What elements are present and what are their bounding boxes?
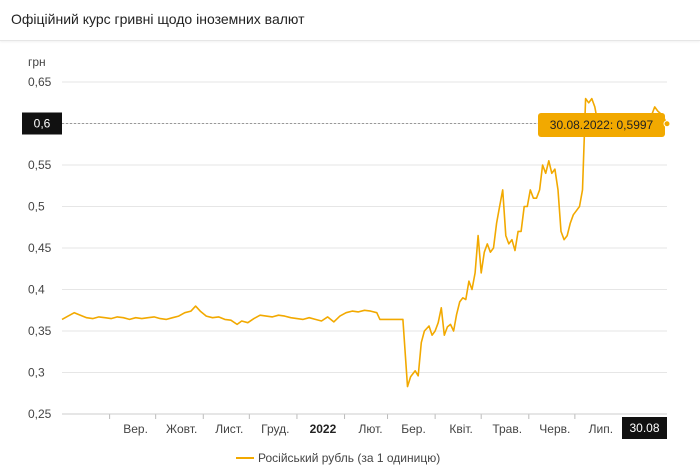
crosshair-y-badge: 0,6 bbox=[22, 112, 62, 135]
x-tick-label: Лист. bbox=[215, 422, 243, 436]
crosshair-y-badge-background bbox=[22, 112, 62, 135]
x-tick-label: Лип. bbox=[589, 422, 613, 436]
y-tick-label: 0,25 bbox=[28, 407, 52, 421]
y-tick-label: 0,35 bbox=[28, 324, 52, 338]
x-tick-label: Трав. bbox=[492, 422, 522, 436]
x-tick-label: Лют. bbox=[358, 422, 382, 436]
y-tick-label: 0,5 bbox=[28, 200, 45, 214]
x-tick-label: Черв. bbox=[539, 422, 570, 436]
y-tick-label: 0,65 bbox=[28, 75, 52, 89]
legend[interactable]: Російський рубль (за 1 одиницю) bbox=[236, 451, 440, 465]
x-tick-label: Квіт. bbox=[449, 422, 473, 436]
data-tooltip: 30.08.2022: 0,5997 bbox=[538, 113, 665, 137]
hover-data-point bbox=[663, 120, 671, 128]
tooltip-background bbox=[538, 113, 665, 137]
x-axis-ticks: Вер. Жовт. Лист. Груд. 2022 Лют. Бер. Квіт. Трав… bbox=[109, 414, 613, 436]
y-axis-unit-label: грн bbox=[28, 55, 46, 69]
legend-label: Російський рубль (за 1 одиницю) bbox=[258, 451, 440, 465]
x-tick-label: Жовт. bbox=[166, 422, 197, 436]
series-line-russian-ruble[interactable] bbox=[61, 97, 668, 388]
chart-header: Офіційний курс гривні щодо іноземних вал… bbox=[0, 0, 700, 41]
y-tick-label: 0,4 bbox=[28, 283, 45, 297]
crosshair-x-badge-background bbox=[622, 417, 667, 439]
tooltip-text: 30.08.2022: 0,5997 bbox=[550, 118, 654, 132]
x-tick-label: Груд. bbox=[261, 422, 289, 436]
y-tick-label: 0,55 bbox=[28, 158, 52, 172]
x-tick-label: Вер. bbox=[123, 422, 148, 436]
page-title: Офіційний курс гривні щодо іноземних вал… bbox=[11, 11, 305, 27]
y-tick-label: 0,3 bbox=[28, 366, 45, 380]
x-tick-label: Бер. bbox=[401, 422, 426, 436]
x-tick-label: 2022 bbox=[310, 422, 337, 436]
crosshair-x-value: 30.08 bbox=[629, 421, 659, 435]
y-tick-label: 0,45 bbox=[28, 241, 52, 255]
crosshair-x-badge: 30.08 bbox=[622, 417, 667, 439]
crosshair-y-value: 0,6 bbox=[34, 117, 51, 131]
